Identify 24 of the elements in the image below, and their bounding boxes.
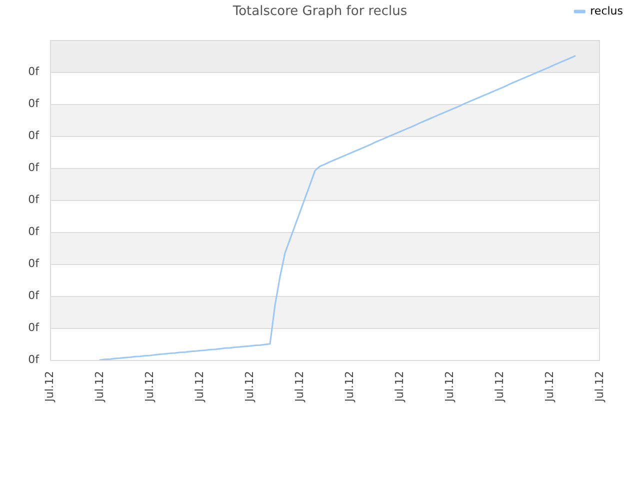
text: 0f (28, 64, 40, 78)
text: 0f (28, 352, 40, 366)
text: 0f (28, 128, 40, 142)
x-tick-label: Jul.12 (392, 371, 406, 403)
x-tick-label: Jul.12 (242, 371, 256, 403)
legend-label: reclus (590, 4, 624, 18)
x-tick-label: Jul.12 (342, 371, 356, 403)
x-tick-label: Jul.12 (542, 371, 556, 403)
chart-title: Totalscore Graph for reclus (232, 4, 408, 19)
x-tick-label: Jul.12 (492, 371, 506, 403)
x-tick-label: Jul.12 (192, 371, 206, 403)
text: 0f (28, 320, 40, 334)
text: 0f (28, 160, 40, 174)
x-tick-label: Jul.12 (92, 371, 106, 403)
x-tick-label: Jul.12 (42, 371, 56, 403)
text: 0f (28, 256, 40, 270)
text: 0f (28, 288, 40, 302)
x-tick-label: Jul.12 (592, 371, 606, 403)
text: 0f (28, 192, 40, 206)
x-tick-label: Jul.12 (442, 371, 456, 403)
text: 0f (28, 96, 40, 110)
x-tick-label: Jul.12 (292, 371, 306, 403)
x-tick-label: Jul.12 (142, 371, 156, 403)
text: 0f (28, 224, 40, 238)
